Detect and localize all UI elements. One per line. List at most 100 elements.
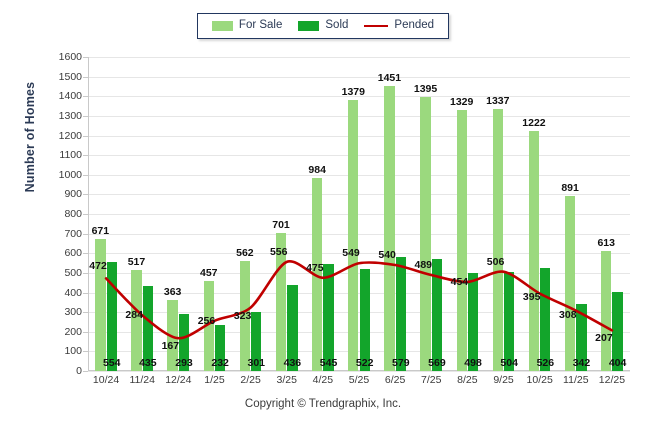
bar-sold[interactable]: 569 (428, 259, 446, 371)
pended-value-label: 256 (197, 314, 216, 327)
bar-group: 1222 526 (522, 57, 558, 371)
bar-group: 562 301 (233, 57, 269, 371)
bar-sold[interactable]: 404 (609, 291, 626, 371)
bar-value-label-sold: 435 (139, 357, 157, 369)
y-axis-tick-mark (83, 292, 88, 294)
y-axis-tick-label: 300 (64, 306, 82, 319)
y-axis-tick-mark (83, 351, 88, 353)
y-axis-tick-label: 1400 (58, 90, 82, 103)
y-axis-line (88, 57, 89, 371)
bar-group: 701 436 (269, 57, 305, 371)
y-axis-tick-label: 0 (76, 365, 82, 377)
y-axis-title: Number of Homes (23, 81, 37, 193)
bar-group: 613 404 (594, 57, 630, 371)
x-axis-tick-label: 12/24 (165, 374, 192, 386)
y-axis-tick-mark (83, 194, 88, 196)
bar-value-label-sold: 554 (102, 357, 121, 369)
line-swatch-icon (364, 25, 389, 27)
bar-sold[interactable]: 293 (175, 313, 193, 371)
bar-value-label-for-sale: 562 (236, 246, 254, 259)
x-axis-line (88, 370, 630, 371)
pended-value-label: 454 (450, 275, 469, 288)
y-axis-tick-label: 100 (64, 345, 82, 358)
bar-value-label-sold: 436 (283, 357, 302, 369)
x-axis-tick-labels: 10/24 11/24 12/24 1/25 2/25 3/25 4/25 5/25 6/25 7… (88, 374, 630, 392)
chart-legend: For Sale Sold Pended (197, 13, 449, 39)
bar-sold[interactable]: 579 (392, 257, 410, 371)
bar-sold[interactable]: 342 (573, 303, 590, 371)
bar-for-sale[interactable]: 1337 (486, 95, 509, 371)
bar-for-sale[interactable]: 671 (92, 225, 109, 371)
x-axis-tick-label: 3/25 (276, 374, 297, 386)
x-axis-tick-label: 10/24 (92, 374, 120, 386)
legend-item-for-sale[interactable]: For Sale (211, 19, 283, 32)
x-axis-tick-label: 9/25 (493, 374, 514, 386)
y-axis-tick-mark (83, 371, 88, 372)
y-axis-tick-labels: 0 100 200 300 400 500 600 700 800 900 1000 1100 1200… (36, 51, 82, 377)
bar-for-sale[interactable]: 1222 (522, 117, 546, 371)
legend-item-sold[interactable]: Sold (298, 20, 348, 32)
bar-value-label-for-sale: 1379 (341, 86, 365, 99)
bar-value-label-sold: 342 (572, 357, 591, 369)
bar-for-sale[interactable]: 1329 (450, 96, 473, 371)
bar-sold[interactable]: 504 (500, 272, 518, 371)
gridline (88, 194, 630, 196)
legend-item-pended[interactable]: Pended (364, 20, 434, 32)
y-axis-tick-mark (83, 233, 88, 235)
bar-group: 1379 522 (341, 57, 377, 371)
y-axis-tick-label: 800 (64, 208, 82, 220)
pended-value-label: 395 (522, 291, 541, 304)
bar-sold[interactable]: 435 (139, 285, 157, 371)
pended-value-label: 284 (125, 309, 143, 322)
y-axis-tick-mark (83, 331, 88, 333)
bar-for-sale[interactable]: 613 (597, 237, 615, 371)
legend-label-for-sale: For Sale (238, 19, 283, 32)
y-axis-tick-mark (83, 174, 88, 176)
gridline (88, 371, 630, 372)
y-axis-tick-mark (83, 115, 88, 117)
pended-value-label: 475 (306, 261, 324, 274)
bar-sold[interactable]: 522 (356, 268, 373, 371)
pended-value-label: 308 (559, 308, 577, 321)
bar-sold[interactable]: 526 (537, 267, 554, 371)
bar-for-sale[interactable]: 1379 (342, 86, 365, 371)
bar-sold[interactable]: 498 (464, 273, 482, 371)
legend-label-pended: Pended (394, 19, 435, 32)
bar-value-label-sold: 498 (464, 357, 482, 369)
bar-group: 1329 498 (449, 57, 485, 371)
x-axis-tick-label: 1/25 (204, 374, 225, 386)
bar-value-label-for-sale: 363 (163, 285, 182, 298)
bar-value-label-sold: 293 (175, 357, 193, 369)
bar-value-label-for-sale: 613 (597, 236, 615, 249)
bar-value-label-for-sale: 1337 (486, 94, 510, 107)
bar-for-sale[interactable]: 1451 (378, 72, 401, 371)
y-axis-tick-label: 200 (64, 325, 82, 338)
pended-value-label: 323 (233, 309, 252, 322)
bar-sold[interactable]: 545 (320, 264, 337, 371)
pended-value-label: 167 (161, 340, 180, 353)
bar-sold[interactable]: 436 (284, 285, 301, 371)
bar-value-label-for-sale: 891 (561, 182, 579, 195)
x-axis-tick-label: 7/25 (421, 374, 442, 386)
bar-value-label-for-sale: 1395 (413, 83, 438, 96)
bar-for-sale[interactable]: 891 (561, 182, 579, 371)
y-axis-tick-label: 900 (64, 188, 82, 201)
bar-group: 363 293 (160, 57, 196, 371)
y-axis-tick-mark (83, 76, 88, 78)
bar-value-label-sold: 301 (247, 357, 266, 369)
x-axis-tick-label: 11/24 (129, 374, 155, 386)
bar-sold[interactable]: 554 (103, 262, 121, 371)
bar-for-sale[interactable]: 1395 (414, 83, 437, 371)
bar-sold[interactable]: 232 (211, 325, 229, 371)
legend-label-sold: Sold (325, 19, 349, 32)
gridline (88, 76, 630, 78)
bar-sold[interactable]: 301 (248, 311, 265, 371)
bar-for-sale[interactable]: 984 (308, 164, 326, 371)
y-axis-tick-mark (83, 272, 88, 274)
bar-value-label-for-sale: 1329 (450, 96, 474, 109)
gridline (88, 253, 630, 255)
gridline (88, 214, 630, 215)
y-axis-tick-mark (83, 57, 88, 58)
bar-group: 1395 569 (413, 57, 449, 371)
y-axis-tick-mark (83, 135, 88, 137)
